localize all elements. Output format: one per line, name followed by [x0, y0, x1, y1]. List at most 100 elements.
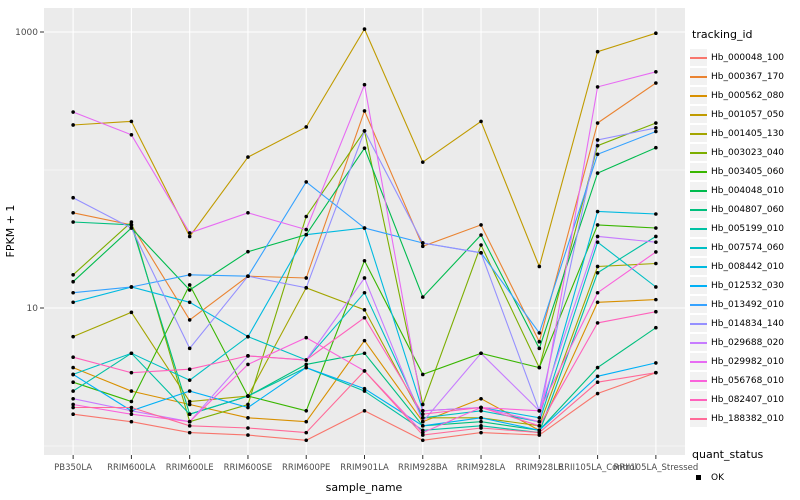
data-point	[595, 270, 600, 275]
legend-key-line-icon	[690, 372, 707, 389]
legend-entry: Hb_082407_010	[690, 390, 798, 409]
data-point	[129, 408, 134, 413]
data-point	[246, 210, 250, 215]
data-point	[304, 125, 309, 129]
data-point	[246, 402, 250, 407]
data-point	[187, 378, 192, 382]
data-point	[595, 121, 600, 125]
legend-entry-label: Hb_013492_010	[711, 299, 785, 310]
data-point	[595, 290, 600, 295]
data-point	[654, 69, 658, 74]
data-point	[654, 261, 658, 266]
data-point	[362, 308, 367, 312]
legend-key-line-icon	[690, 182, 707, 199]
data-point	[129, 370, 134, 375]
data-point	[420, 433, 425, 437]
data-point	[71, 300, 75, 305]
data-point	[479, 223, 483, 227]
data-point	[654, 250, 658, 254]
legend-key-line-icon	[690, 334, 707, 351]
data-point	[71, 355, 75, 360]
data-point	[362, 351, 367, 356]
data-point	[304, 408, 309, 413]
legend-entry: Hb_004807_060	[690, 200, 798, 219]
data-point	[420, 419, 425, 424]
x-tick-label: RRIM600PE	[282, 463, 330, 473]
data-point	[71, 389, 75, 393]
data-point	[595, 264, 600, 269]
data-point	[129, 405, 134, 410]
data-point	[595, 85, 600, 89]
data-point	[654, 240, 658, 244]
data-point	[654, 226, 658, 230]
legend-entry-label: Hb_001057_050	[711, 109, 785, 120]
data-point	[71, 412, 75, 416]
data-point	[654, 361, 658, 365]
legend-key-point-icon	[690, 469, 707, 486]
data-point	[595, 171, 600, 175]
data-point	[595, 374, 600, 379]
data-point	[537, 424, 542, 428]
legend-entry: Hb_003405_060	[690, 162, 798, 181]
data-point	[187, 234, 192, 239]
data-point	[362, 386, 367, 391]
data-point	[537, 419, 542, 424]
data-point	[129, 399, 134, 404]
data-point	[187, 231, 192, 235]
data-point	[71, 290, 75, 295]
data-point	[654, 145, 658, 150]
data-point	[654, 325, 658, 330]
data-point	[595, 300, 600, 305]
data-point	[246, 274, 250, 278]
data-point	[71, 365, 75, 370]
data-point	[246, 362, 250, 367]
data-point	[129, 412, 134, 416]
data-point	[595, 391, 600, 396]
data-point	[71, 220, 75, 224]
legend-entry: Hb_005199_010	[690, 219, 798, 238]
legend-quant-status: quant_status OK	[690, 448, 798, 487]
legend-entry: Hb_000367_170	[690, 67, 798, 86]
data-point	[187, 346, 192, 351]
data-point	[595, 240, 600, 244]
legend-tracking-id: tracking_id Hb_000048_100 Hb_000367_170 Hb…	[690, 28, 798, 428]
data-point	[654, 129, 658, 134]
data-point	[595, 321, 600, 325]
data-point	[187, 424, 192, 428]
data-point	[187, 283, 192, 287]
data-point	[362, 338, 367, 343]
data-point	[654, 285, 658, 289]
legend-entry: Hb_000562_080	[690, 86, 798, 105]
legend-entry-label: Hb_056768_010	[711, 375, 785, 386]
data-point	[129, 389, 134, 393]
data-point	[537, 408, 542, 413]
data-point	[187, 402, 192, 407]
data-point	[362, 226, 367, 230]
legend-entry: Hb_000048_100	[690, 48, 798, 67]
data-point	[537, 331, 542, 335]
legend-entry-label: Hb_005199_010	[711, 223, 785, 234]
data-point	[479, 119, 483, 124]
legend-entry-label: Hb_014834_140	[711, 318, 785, 329]
data-point	[479, 405, 483, 410]
data-point	[362, 129, 367, 133]
data-point	[71, 402, 75, 407]
legend-entry: Hb_004048_010	[690, 181, 798, 200]
data-point	[362, 369, 367, 373]
x-axis-title: sample_name	[326, 481, 403, 494]
data-point	[595, 380, 600, 384]
data-point	[595, 209, 600, 214]
y-tick-label: 1000	[15, 28, 38, 38]
data-point	[420, 295, 425, 299]
data-point	[246, 405, 250, 410]
data-point	[362, 315, 367, 320]
x-tick-label: RRIM600SE	[224, 463, 273, 473]
data-point	[246, 334, 250, 339]
data-point	[187, 419, 192, 424]
data-point	[654, 234, 658, 239]
data-point	[420, 416, 425, 420]
legend-entry-label: Hb_012532_030	[711, 280, 785, 291]
legend-entry-label: OK	[711, 472, 724, 483]
data-point	[187, 430, 192, 435]
legend-entry-label: Hb_008442_010	[711, 261, 785, 272]
